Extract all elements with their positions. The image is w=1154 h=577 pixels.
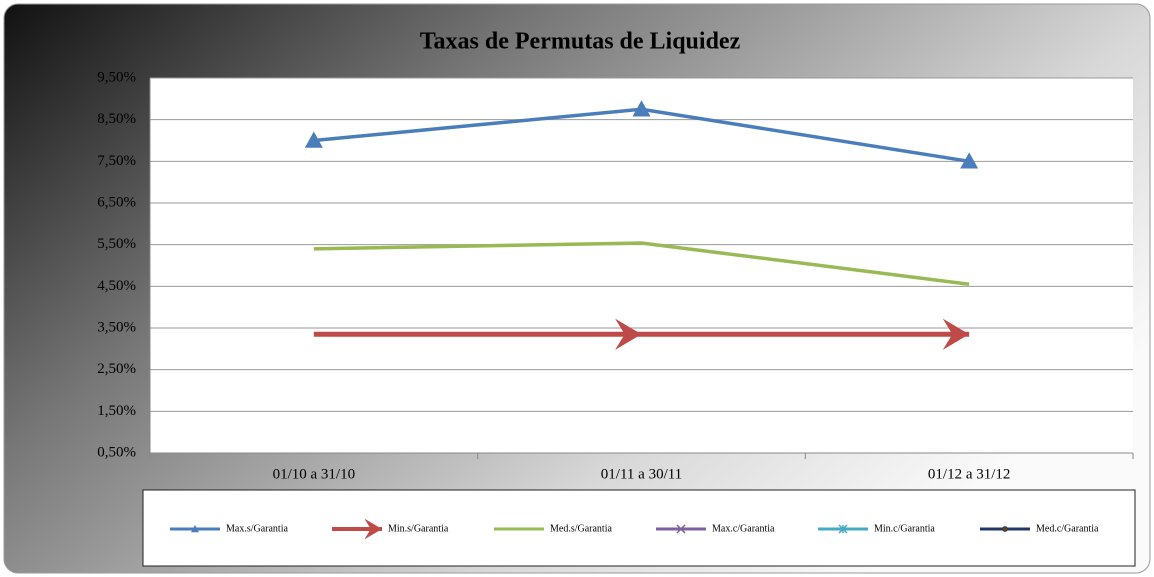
plot-area bbox=[150, 78, 1133, 453]
legend-label: Med.s/Garantia bbox=[550, 523, 612, 534]
legend-label: Min.c/Garantia bbox=[874, 523, 935, 534]
marker bbox=[191, 525, 199, 533]
legend-label: Max.c/Garantia bbox=[712, 523, 775, 534]
y-tick-label: 5,50% bbox=[97, 236, 136, 252]
y-tick-label: 3,50% bbox=[97, 319, 136, 335]
marker bbox=[676, 524, 686, 534]
legend-box bbox=[142, 489, 1136, 567]
y-tick-label: 9,50% bbox=[97, 69, 136, 85]
y-tick-label: 6,50% bbox=[97, 194, 136, 210]
marker bbox=[304, 131, 323, 148]
y-tick-label: 2,50% bbox=[97, 361, 136, 377]
x-tick-label: 01/11 a 30/11 bbox=[601, 466, 682, 482]
y-tick-label: 7,50% bbox=[97, 153, 136, 169]
legend-label: Max.s/Garantia bbox=[226, 523, 288, 534]
marker bbox=[838, 524, 848, 534]
legend-label: Min.s/Garantia bbox=[388, 523, 449, 534]
y-tick-label: 1,50% bbox=[97, 403, 136, 419]
marker bbox=[364, 518, 382, 540]
series-line bbox=[313, 241, 970, 286]
marker bbox=[632, 100, 651, 117]
y-tick-label: 4,50% bbox=[97, 278, 136, 294]
x-tick-label: 01/12 a 31/12 bbox=[928, 466, 1011, 482]
y-tick-label: 0,50% bbox=[97, 444, 136, 460]
x-tick-label: 01/10 a 31/10 bbox=[273, 466, 356, 482]
y-tick-label: 8,50% bbox=[97, 111, 136, 127]
marker bbox=[960, 152, 979, 169]
marker bbox=[615, 318, 642, 350]
legend-label: Med.c/Garantia bbox=[1036, 523, 1099, 534]
marker bbox=[1002, 526, 1008, 532]
marker bbox=[942, 318, 970, 350]
chart-title: Taxas de Permutas de Liquidez bbox=[420, 29, 741, 55]
